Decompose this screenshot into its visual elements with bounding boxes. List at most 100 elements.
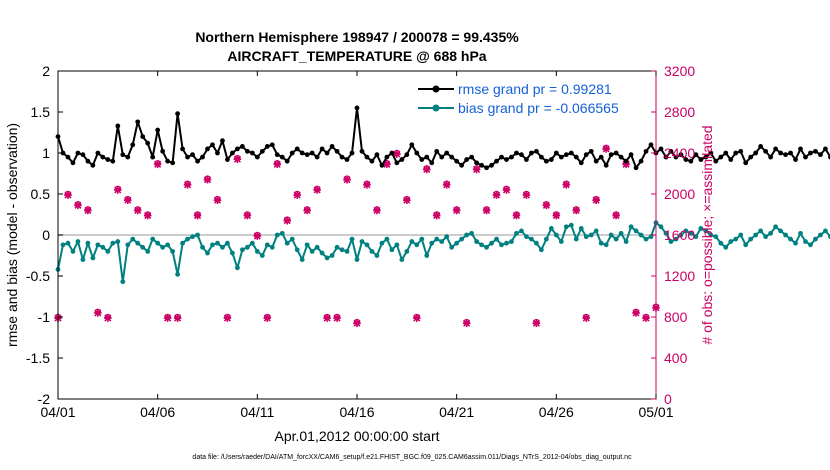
legend: rmse grand pr = 0.99281 bias grand pr = … <box>418 81 619 116</box>
bias-point <box>489 240 494 246</box>
bias-point <box>125 242 131 248</box>
bias-point <box>339 247 345 253</box>
rmse-point <box>658 146 664 152</box>
rmse-point <box>249 150 255 156</box>
y-left-tick-label: 1 <box>42 145 50 161</box>
rmse-point <box>190 152 195 158</box>
obs-assimilated-marker <box>114 186 122 194</box>
rmse-point <box>140 134 146 140</box>
rmse-point <box>603 162 609 168</box>
rmse-point <box>449 154 455 160</box>
bias-point <box>723 244 729 250</box>
bias-point <box>454 240 460 246</box>
obs-assimilated-marker <box>522 191 531 199</box>
bias-point <box>244 244 250 250</box>
bias-point <box>439 239 445 244</box>
rmse-point <box>534 148 539 154</box>
rmse-point <box>663 154 669 160</box>
bias-point <box>543 236 549 242</box>
bias-point <box>374 253 380 258</box>
bias-point <box>399 257 405 262</box>
obs-assimilated-marker <box>512 211 521 220</box>
bias-point <box>658 224 664 230</box>
bias-point <box>548 226 554 231</box>
obs-assimilated-marker <box>502 186 511 194</box>
obs-assimilated-marker <box>123 196 132 204</box>
rmse-point <box>668 148 674 154</box>
rmse-point <box>394 160 400 166</box>
rmse-point <box>344 157 350 162</box>
rmse-point <box>359 148 365 154</box>
obs-assimilated-marker <box>422 165 431 174</box>
bias-point <box>200 244 205 250</box>
rmse-point <box>364 154 370 160</box>
bias-point <box>783 232 788 238</box>
rmse-point <box>793 157 798 162</box>
bias-point <box>190 234 195 240</box>
rmse-point <box>583 152 589 158</box>
bias-point <box>334 244 340 250</box>
obs-assimilated-marker <box>373 206 381 215</box>
obs-assimilated-marker <box>153 160 162 169</box>
rmse-point <box>369 158 375 164</box>
obs-assimilated-marker <box>442 180 451 189</box>
bias-point <box>394 242 400 248</box>
rmse-point <box>195 158 200 164</box>
rmse-point <box>474 160 479 166</box>
obs-assimilated-marker <box>233 155 242 163</box>
bias-point <box>678 232 684 238</box>
rmse-point <box>469 154 475 160</box>
rmse-point <box>623 158 629 164</box>
bias-point <box>389 247 395 253</box>
bias-series <box>55 220 830 285</box>
rmse-point <box>529 150 534 156</box>
rmse-point <box>718 154 724 160</box>
rmse-point <box>628 152 634 158</box>
rmse-point <box>783 152 788 158</box>
rmse-point <box>399 157 405 162</box>
bias-point <box>65 240 71 246</box>
bias-point <box>434 236 440 242</box>
obs-assimilated-marker <box>642 314 650 322</box>
y-right-tick-label: 2800 <box>664 104 695 120</box>
rmse-point <box>75 150 81 156</box>
rmse-point <box>334 148 340 154</box>
obs-assimilated-marker <box>492 191 501 199</box>
rmse-point <box>90 162 96 168</box>
rmse-point <box>389 150 395 156</box>
bias-point <box>215 240 220 246</box>
bias-point <box>633 228 639 234</box>
chart-title: Northern Hemisphere 198947 / 200078 = 99… <box>195 29 519 45</box>
obs-assimilated-marker <box>353 319 361 327</box>
bias-point <box>608 232 614 238</box>
bias-point <box>120 279 126 285</box>
obs-assimilated-marker <box>383 160 391 169</box>
rmse-point <box>160 148 166 154</box>
obs-assimilated-marker <box>193 211 202 220</box>
obs-assimilated-marker <box>632 309 640 317</box>
bias-point <box>369 249 375 254</box>
rmse-point <box>100 154 106 160</box>
bias-point <box>225 240 230 246</box>
rmse-point <box>763 148 769 154</box>
rmse-point <box>404 152 410 158</box>
rmse-point <box>424 154 430 160</box>
bias-point <box>718 240 724 246</box>
bias-point <box>279 230 285 236</box>
y-left-tick-label: -0.5 <box>26 268 50 284</box>
rmse-point <box>788 150 793 156</box>
bias-point <box>115 239 121 244</box>
obs-assimilated-marker <box>253 232 262 240</box>
bias-point <box>598 240 604 246</box>
rmse-point <box>304 152 310 158</box>
obs-assimilated-marker <box>482 206 491 215</box>
rmse-point <box>384 154 390 160</box>
bias-point <box>80 257 86 262</box>
rmse-point <box>294 146 300 152</box>
obs-assimilated-marker <box>333 314 341 322</box>
bias-point <box>509 239 514 244</box>
rmse-point <box>379 162 385 168</box>
rmse-point <box>309 150 315 156</box>
legend-rmse-label: rmse grand pr = 0.99281 <box>458 81 612 97</box>
rmse-point <box>354 105 360 111</box>
